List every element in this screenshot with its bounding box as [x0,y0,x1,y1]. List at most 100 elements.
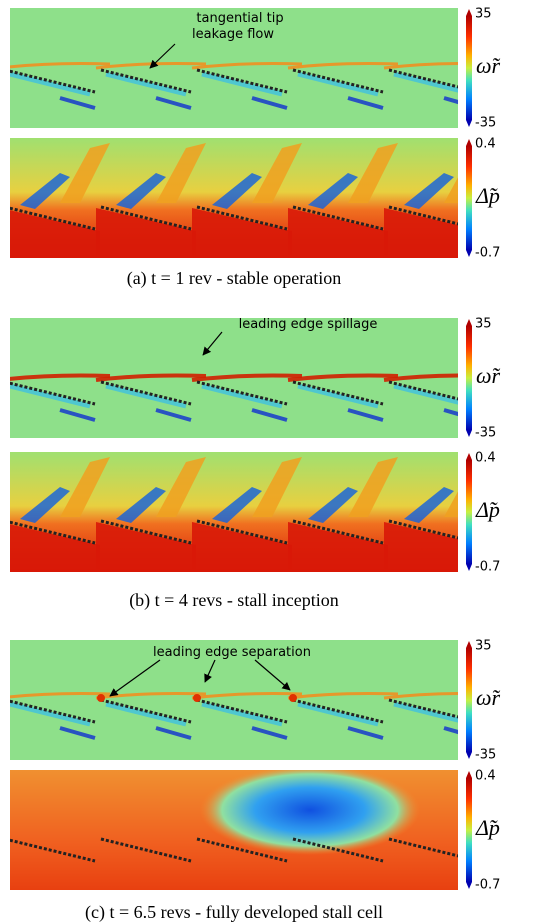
colorbar [466,778,472,882]
band [116,173,166,209]
blade [100,68,192,94]
blade [388,205,458,226]
blade [10,206,96,231]
contour-panel [10,452,458,572]
streak [105,383,187,409]
band [156,457,206,517]
arrow [109,659,161,697]
colorbar-cap [466,430,472,437]
colorbar-cap [466,453,472,460]
contour-panel [10,770,458,890]
blade [292,380,384,406]
high [384,522,458,572]
band [212,487,262,523]
colorbar-symbol: Δ̃p [475,497,500,522]
colorbar-cap [466,250,472,257]
blade [196,837,288,863]
blade [292,837,384,863]
high [10,210,100,258]
streak [10,62,111,69]
streak [95,373,207,382]
blade [10,520,96,545]
colorbar [466,648,472,752]
arrow [204,659,216,683]
colorbar-min: -35 [475,748,496,763]
band [348,457,398,517]
caption: (c) t = 6.5 revs - fully developed stall… [85,902,383,923]
streak [59,408,96,422]
band [156,143,206,203]
band [308,173,358,209]
streak [10,383,91,409]
band [20,173,70,209]
streak [347,408,384,422]
streak [443,726,458,735]
streak [201,71,283,97]
colorbar-cap [466,564,472,571]
colorbar-cap [466,120,472,127]
colorbar-max: 0.4 [475,769,496,784]
contour-panel [10,640,458,760]
blade [292,698,384,724]
separation [97,694,105,702]
band [60,457,110,517]
blade [196,380,288,406]
colorbar-cap [466,641,472,648]
high [96,522,196,572]
streak [105,701,187,727]
streak [251,726,288,740]
band [444,177,458,203]
streak [155,408,192,422]
colorbar-max: 0.4 [475,451,496,466]
band [308,487,358,523]
high [384,208,458,258]
blade [100,837,192,863]
streak [443,408,458,417]
streak [393,383,458,405]
blade [388,519,458,540]
streak [383,692,458,700]
blade [388,380,458,401]
streak [347,726,384,740]
colorbar-cap [466,139,472,146]
streak [95,692,207,700]
colorbar-symbol: Δ̃p [475,815,500,840]
blade [100,519,192,545]
band [404,487,454,523]
arrow [149,43,176,69]
band [252,143,302,203]
annotation: leakage flow [192,27,274,42]
band [252,457,302,517]
band [60,143,110,203]
annotation: leading edge separation [153,645,311,660]
colorbar-min: -0.7 [475,878,500,893]
separation [193,694,201,702]
high [192,522,292,572]
blade [196,68,288,94]
band [444,491,458,517]
blade [10,699,96,724]
streak [105,71,187,97]
colorbar-min: -35 [475,426,496,441]
streak [201,383,283,409]
blade [10,381,96,406]
high [288,208,388,258]
colorbar-max: 35 [475,639,492,654]
high [96,208,196,258]
high [10,524,100,572]
streak [155,726,192,740]
field [10,640,458,760]
colorbar-cap [466,882,472,889]
streak [443,96,458,105]
colorbar [466,326,472,430]
streak [95,62,207,70]
band [20,487,70,523]
colorbar-symbol: ω̃r [476,363,501,388]
colorbar-max: 0.4 [475,137,496,152]
colorbar [466,460,472,564]
streak [347,96,384,110]
stall-cell [200,770,420,855]
blade [388,698,458,719]
contour-panel [10,8,458,128]
blade [196,519,288,545]
